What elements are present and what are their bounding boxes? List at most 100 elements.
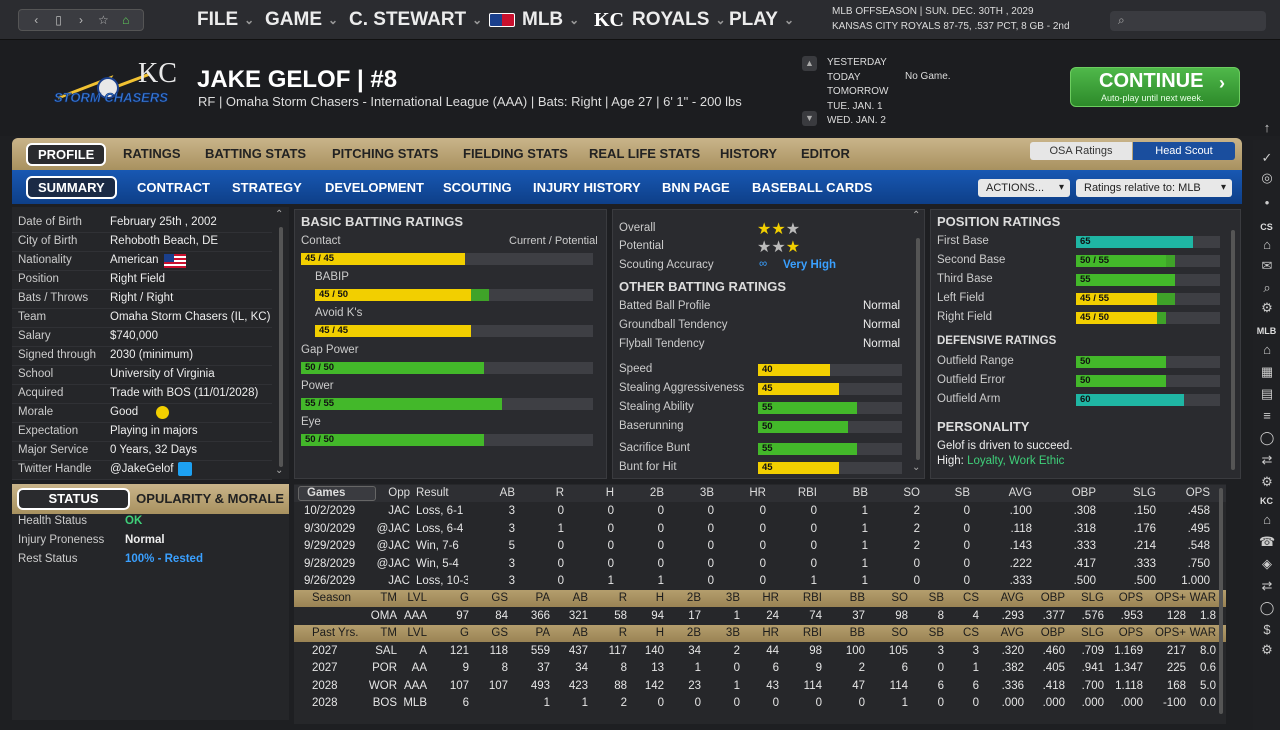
ratings-relative-dropdown[interactable]: Ratings relative to: MLB ▾: [1076, 179, 1232, 197]
gear-icon[interactable]: ⚙: [1261, 474, 1273, 489]
date-item[interactable]: TOMORROW: [827, 86, 889, 97]
home-icon[interactable]: ⌂: [122, 13, 130, 27]
tab-batting-stats[interactable]: BATTING STATS: [205, 146, 307, 161]
chevron-down-icon[interactable]: ⌄: [275, 465, 284, 476]
home-icon[interactable]: ⌂: [1263, 342, 1271, 357]
games-header-cell[interactable]: Games: [298, 486, 376, 501]
menu-manager[interactable]: C. STEWART ⌄: [349, 8, 482, 32]
search-icon[interactable]: ⌕: [1263, 280, 1271, 295]
summary-scrollbar[interactable]: [916, 238, 920, 460]
date-item[interactable]: TUE. JAN. 1: [827, 100, 883, 112]
osa-ratings-toggle[interactable]: OSA Ratings: [1030, 142, 1132, 160]
baseball-icon[interactable]: ◯: [1259, 600, 1275, 615]
context-date: MLB OFFSEASON | SUN. DEC. 30TH , 2029: [832, 6, 1034, 17]
chevron-down-icon[interactable]: ⌄: [912, 462, 921, 473]
exchange-icon[interactable]: ⇄: [1261, 452, 1273, 467]
chevron-down-icon: ⌄: [472, 13, 483, 27]
tab-contract[interactable]: CONTRACT: [137, 180, 210, 195]
date-item[interactable]: YESTERDAY: [827, 57, 887, 68]
season-row-cell: 24: [766, 609, 779, 622]
tab-editor[interactable]: EDITOR: [801, 146, 850, 161]
games-scrollbar[interactable]: [1219, 488, 1223, 714]
star-icon[interactable]: ☆: [97, 13, 109, 27]
forward-icon[interactable]: ›: [78, 13, 83, 27]
actions-dropdown[interactable]: ACTIONS... ▾: [978, 179, 1070, 197]
basic-rating-bar: 50 / 50: [301, 434, 593, 446]
date-item[interactable]: WED. JAN. 2: [827, 115, 886, 126]
past-year-row-cell: 9: [815, 662, 822, 674]
back-icon[interactable]: ‹: [34, 13, 39, 27]
running-bar-fill: [758, 383, 839, 395]
row-divider: [12, 327, 272, 328]
overall-stars: ★★★: [757, 221, 801, 238]
basic-rating-label: Avoid K's: [315, 307, 363, 319]
tab-injury-history[interactable]: INJURY HISTORY: [533, 180, 641, 195]
tendency-value: Normal: [863, 300, 901, 312]
tab-pitching-stats[interactable]: PITCHING STATS: [332, 146, 439, 161]
tab-fielding-stats[interactable]: FIELDING STATS: [463, 146, 568, 161]
date-up-button[interactable]: ▲: [802, 56, 817, 71]
calendar-icon[interactable]: ▦: [1260, 364, 1274, 379]
bunting-label: Bunt for Hit: [619, 461, 677, 473]
past-year-row-cell: .460: [1042, 644, 1065, 657]
past-year-row-cell: 1: [972, 662, 979, 674]
page-icon[interactable]: ▯: [55, 13, 62, 27]
gear-icon[interactable]: ⚙: [1261, 642, 1273, 657]
baseball-icon[interactable]: ◯: [1259, 430, 1275, 445]
globe-icon[interactable]: ◎: [1261, 170, 1273, 185]
past-years-header-cell: G: [460, 627, 469, 639]
collapse-icon[interactable]: ↑: [1263, 120, 1271, 135]
season-header-cell: SO: [891, 592, 908, 604]
shield-icon[interactable]: ◈: [1262, 556, 1272, 571]
check-icon[interactable]: ✓: [1261, 150, 1273, 165]
tab-popularity-morale[interactable]: POPULARITY & MORALE: [136, 488, 284, 510]
home-icon[interactable]: ⌂: [1263, 512, 1271, 527]
game-row-cell: .176: [1133, 522, 1156, 535]
date-item[interactable]: TODAY: [827, 71, 861, 83]
personality-text: Gelof is driven to succeed.: [937, 440, 1073, 452]
running-bar-fill: [758, 402, 857, 414]
tab-scouting[interactable]: SCOUTING: [443, 180, 512, 195]
tab-baseball-cards[interactable]: BASEBALL CARDS: [752, 180, 873, 195]
bio-scrollbar[interactable]: [279, 227, 283, 467]
home-icon[interactable]: ⌂: [1263, 237, 1271, 252]
position-scrollbar[interactable]: [1231, 230, 1235, 470]
game-row-cell: 0: [607, 557, 614, 570]
game-row-cell: .214: [1133, 540, 1156, 552]
chart-icon[interactable]: ≡: [1263, 408, 1271, 423]
phone-icon[interactable]: ☎: [1259, 534, 1276, 549]
head-scout-toggle[interactable]: Head Scout: [1133, 142, 1235, 160]
continue-button[interactable]: CONTINUE Auto-play until next week. ›: [1070, 67, 1240, 107]
tab-status[interactable]: STATUS: [17, 488, 130, 510]
defense-bar-value: 60: [1080, 394, 1091, 405]
card-icon[interactable]: ▤: [1260, 386, 1274, 401]
menu-play[interactable]: PLAY ⌄: [729, 8, 794, 32]
tab-real-life-stats[interactable]: REAL LIFE STATS: [589, 146, 701, 161]
menu-file[interactable]: FILE ⌄: [197, 8, 254, 32]
exchange-icon[interactable]: ⇄: [1261, 578, 1273, 593]
gear-icon[interactable]: ⚙: [1261, 300, 1273, 315]
tab-strategy[interactable]: STRATEGY: [232, 180, 302, 195]
date-down-button[interactable]: ▼: [802, 111, 817, 126]
dollar-icon[interactable]: $: [1263, 622, 1271, 637]
tab-profile[interactable]: PROFILE: [26, 143, 107, 166]
mail-icon[interactable]: ✉: [1261, 258, 1273, 273]
tab-history[interactable]: HISTORY: [720, 146, 778, 161]
game-row-cell: .222: [1009, 557, 1032, 570]
bio-label: Major Service: [18, 444, 89, 456]
location-icon[interactable]: •: [1264, 195, 1270, 210]
past-year-row: 2028 WOR AAA 107 107 493 423 88 142 23 1 43 114 47 114…: [294, 678, 1226, 695]
menu-team[interactable]: KC ROYALS ⌄: [594, 8, 726, 32]
tab-ratings[interactable]: RATINGS: [123, 146, 181, 161]
past-year-row-cell: 2: [733, 644, 740, 657]
menu-game[interactable]: GAME ⌄: [265, 8, 338, 32]
chevron-up-icon[interactable]: ⌃: [912, 210, 921, 221]
tab-summary[interactable]: SUMMARY: [26, 176, 117, 199]
tab-development[interactable]: DEVELOPMENT: [325, 180, 424, 195]
game-row-cell: .417: [1073, 557, 1096, 570]
menu-league[interactable]: MLB ⌄: [489, 8, 579, 32]
chevron-up-icon[interactable]: ⌃: [275, 209, 284, 220]
search-input[interactable]: ⌕: [1110, 11, 1266, 31]
tab-bnn-page[interactable]: BNN PAGE: [662, 180, 730, 195]
game-row-cell: @JAC: [376, 557, 410, 570]
